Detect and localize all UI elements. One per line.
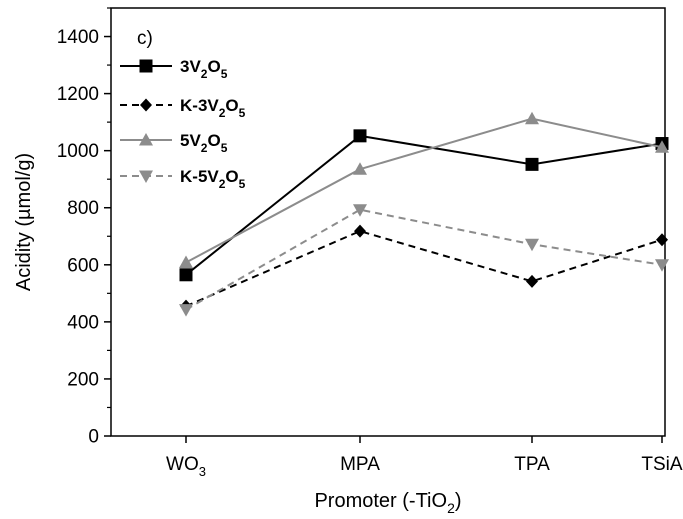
- series-4: [179, 204, 669, 317]
- data-point: [353, 129, 367, 143]
- y-tick-label: 1400: [57, 27, 99, 48]
- legend-marker: [140, 98, 152, 112]
- legend-label: 5V2O5: [180, 131, 228, 155]
- data-point: [179, 304, 193, 317]
- data-point: [525, 157, 539, 171]
- legend-entry-1: 3V2O5: [120, 57, 228, 81]
- data-point: [525, 111, 539, 125]
- data-point: [655, 140, 669, 153]
- data-point: [526, 274, 538, 288]
- panel-label: c): [137, 28, 153, 49]
- data-point: [656, 233, 668, 247]
- legend-entry-4: K-5V2O5: [120, 167, 246, 191]
- x-tick-label: TSiA: [641, 454, 683, 475]
- legend: 3V2O5 K-3V2O5 5V2O5 K-5V2O5: [120, 57, 246, 191]
- series-line: [185, 230, 663, 308]
- y-tick-label: 1200: [57, 84, 99, 105]
- series-2: [180, 224, 668, 313]
- legend-marker: [139, 59, 153, 73]
- axes: 0 200 400 600 800 1000 1200 1400 WO3 MPA TPA TSiA Ac…: [13, 7, 683, 516]
- x-tick-label: WO3: [166, 454, 206, 479]
- x-tick-label: MPA: [340, 454, 380, 475]
- series-layer: [179, 111, 669, 317]
- legend-entry-3: 5V2O5: [120, 131, 228, 155]
- y-tick-label: 600: [67, 255, 99, 276]
- legend-label: K-3V2O5: [180, 96, 246, 120]
- x-tick-label: TPA: [514, 454, 550, 475]
- legend-marker: [139, 170, 153, 183]
- series-line: [185, 117, 663, 264]
- y-axis-title: Acidity (µmol/g): [13, 153, 35, 291]
- series-3: [179, 111, 669, 269]
- legend-label: K-5V2O5: [180, 167, 246, 191]
- series-line: [185, 208, 663, 311]
- y-tick-label: 1000: [57, 141, 99, 162]
- series-1: [179, 129, 669, 282]
- legend-marker: [139, 133, 153, 146]
- y-tick-label: 400: [67, 312, 99, 333]
- data-point: [655, 259, 669, 272]
- data-point: [353, 162, 367, 175]
- y-tick-label: 0: [88, 427, 99, 448]
- data-point: [353, 204, 367, 217]
- legend-label: 3V2O5: [180, 57, 228, 81]
- y-tick-label: 200: [67, 369, 99, 390]
- series-line: [185, 134, 663, 276]
- y-tick-label: 800: [67, 198, 99, 219]
- plot-frame: [110, 7, 666, 437]
- data-point: [525, 238, 539, 252]
- data-point: [179, 268, 193, 282]
- data-point: [354, 224, 366, 238]
- data-point: [179, 255, 193, 269]
- x-axis-title: Promoter (-TiO2): [314, 490, 461, 516]
- legend-entry-2: K-3V2O5: [120, 96, 246, 120]
